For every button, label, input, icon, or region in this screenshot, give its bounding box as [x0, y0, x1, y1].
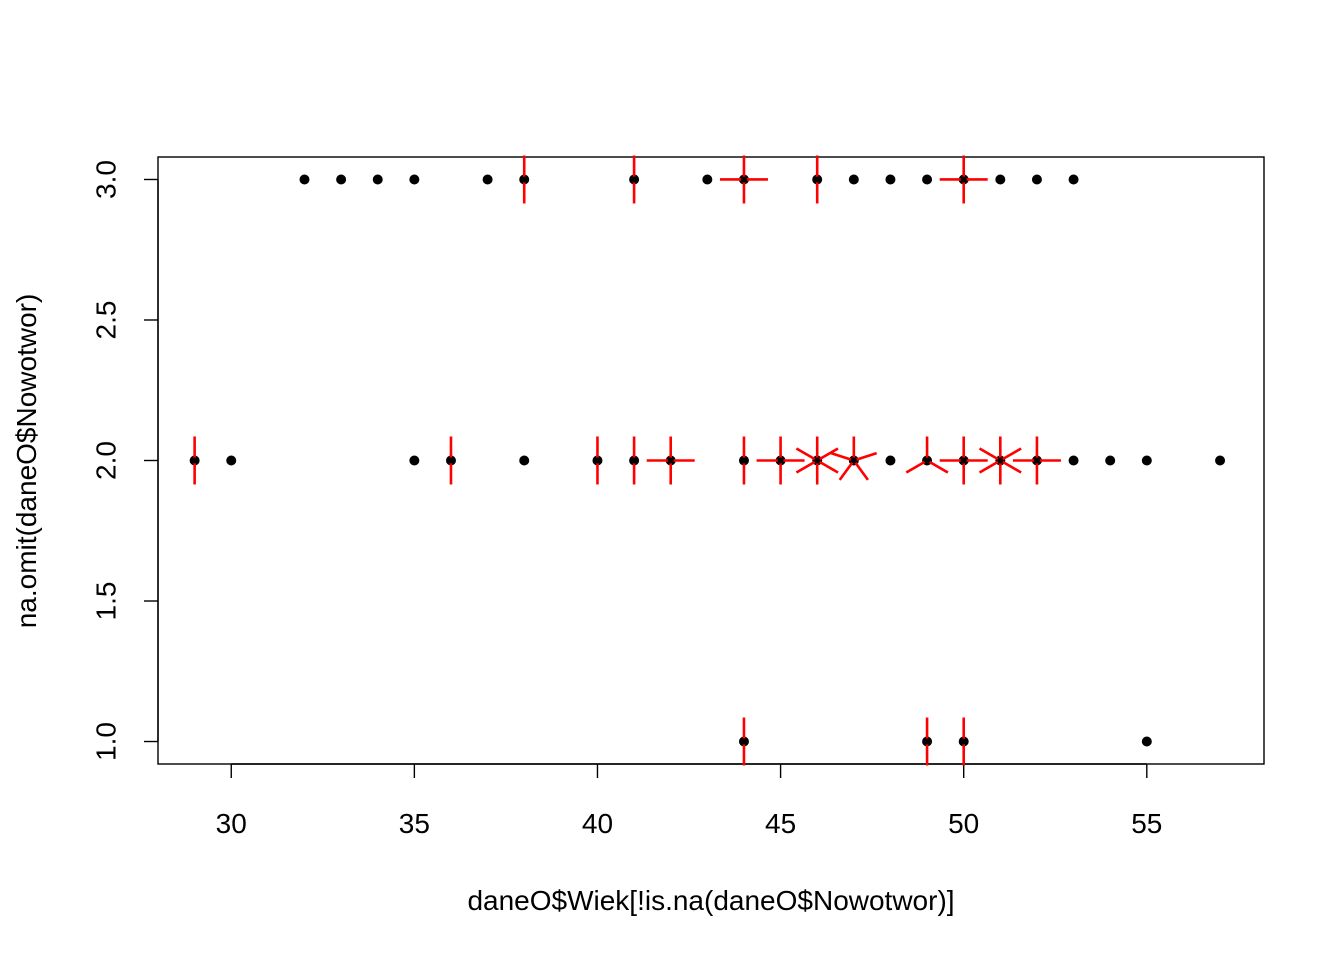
sunflower-center [631, 457, 638, 464]
x-tick-label: 40 [582, 808, 613, 839]
sunflower-center [777, 457, 784, 464]
sunflower-petal [816, 447, 839, 462]
data-point [1141, 736, 1152, 747]
data-point [995, 174, 1006, 185]
sunflower-center [850, 457, 857, 464]
data-point [1141, 455, 1152, 466]
sunflower-center [631, 176, 638, 183]
sunflower-marker [814, 155, 821, 204]
y-tick-label: 1.0 [90, 722, 121, 761]
sunflower-petal [999, 447, 1022, 462]
sunflower-marker [594, 436, 601, 485]
data-point [409, 174, 420, 185]
y-axis: 1.0 1.5 2.0 2.5 3.0 [90, 160, 159, 761]
sunflower-marker [631, 155, 638, 204]
sunflower-marker [939, 155, 988, 204]
sunflower-petal [978, 459, 1001, 474]
sunflower-marker [905, 436, 949, 474]
data-point [409, 455, 420, 466]
data-point [885, 174, 896, 185]
data-point [299, 174, 310, 185]
sunflower-center [960, 738, 967, 745]
data-point [1068, 455, 1079, 466]
sunflower-marker [960, 717, 967, 766]
sunflower-marker [191, 436, 198, 485]
sunflower-marker [631, 436, 638, 485]
y-axis-label: na.omit(daneO$Nowotwor) [11, 294, 42, 629]
sunflower-marker [978, 436, 1022, 485]
sunflower-petal [795, 447, 818, 462]
sunflower-petal [830, 451, 855, 462]
sunflower-petal [978, 447, 1001, 462]
data-point [922, 174, 933, 185]
sunflower-center [740, 738, 747, 745]
x-tick-label: 30 [216, 808, 247, 839]
sunflower-marker [830, 436, 878, 481]
sunflower-marker [521, 155, 528, 204]
sunflower-layer [191, 155, 1061, 766]
data-point [1068, 174, 1079, 185]
sunflower-center [924, 738, 931, 745]
sunflower-center [594, 457, 601, 464]
sunflower-center [447, 457, 454, 464]
sunflower-center [814, 457, 821, 464]
sunflower-petal [905, 459, 928, 474]
sunflower-center [740, 176, 747, 183]
y-tick-label: 1.5 [90, 582, 121, 621]
data-point [1031, 174, 1042, 185]
sunflower-petal [926, 459, 949, 474]
sunflower-center [997, 457, 1004, 464]
sunflower-center [814, 176, 821, 183]
sunflower-marker [740, 717, 747, 766]
sunflower-center [667, 457, 674, 464]
sunflower-marker [719, 155, 768, 204]
x-axis: 30 35 40 45 50 55 [216, 763, 1162, 839]
sunflower-center [1033, 457, 1040, 464]
data-point [1105, 455, 1116, 466]
y-tick-label: 2.5 [90, 301, 121, 340]
sunflower-center [960, 457, 967, 464]
data-point [1215, 455, 1226, 466]
y-tick-label: 2.0 [90, 441, 121, 480]
sunflower-center [191, 457, 198, 464]
sunflower-petal [852, 459, 869, 481]
data-point [885, 455, 896, 466]
y-tick-label: 3.0 [90, 160, 121, 199]
sunflower-marker [795, 436, 839, 485]
sunflower-petal [838, 459, 855, 481]
data-point [519, 455, 530, 466]
data-point [702, 174, 713, 185]
sunflower-marker [447, 436, 454, 485]
x-tick-label: 50 [948, 808, 979, 839]
sunflower-center [960, 176, 967, 183]
sunflower-marker [939, 436, 988, 485]
data-point [482, 174, 493, 185]
data-point [848, 174, 859, 185]
data-point [372, 174, 383, 185]
sunflower-marker [756, 436, 805, 485]
sunflower-petal [853, 451, 878, 462]
sunflower-center [924, 457, 931, 464]
points-layer [189, 174, 1226, 747]
sunflower-center [521, 176, 528, 183]
sunflower-center [740, 457, 747, 464]
x-tick-label: 55 [1131, 808, 1162, 839]
data-point [226, 455, 237, 466]
sunflower-petal [816, 459, 839, 474]
sunflower-marker [646, 436, 695, 485]
sunflower-petal [795, 459, 818, 474]
x-tick-label: 35 [399, 808, 430, 839]
data-point [336, 174, 347, 185]
sunflower-marker [1012, 436, 1061, 485]
plot-frame [157, 156, 1265, 765]
x-tick-label: 45 [765, 808, 796, 839]
x-axis-label: daneO$Wiek[!is.na(daneO$Nowotwor)] [467, 885, 954, 916]
sunflower-petal [999, 459, 1022, 474]
sunflower-marker [924, 717, 931, 766]
sunflower-marker [740, 436, 747, 485]
